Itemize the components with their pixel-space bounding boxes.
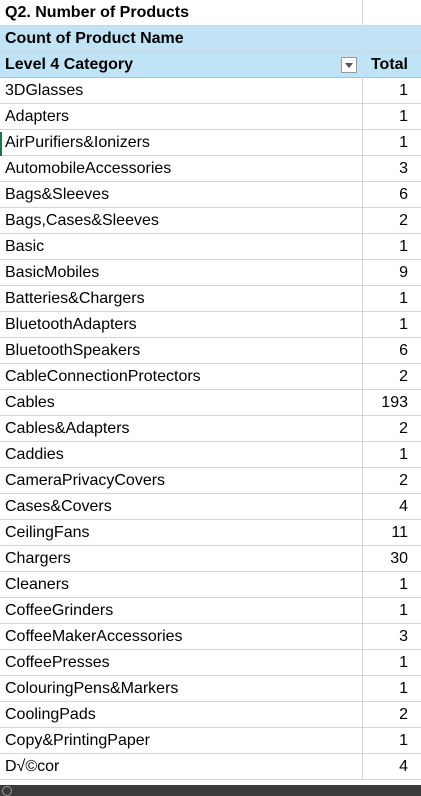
category-cell[interactable]: Cables <box>5 394 55 411</box>
pivot-value-header-row: Count of Product Name <box>0 26 421 52</box>
table-row: ColouringPens&Markers 1 <box>0 676 421 702</box>
table-row: Cables 193 <box>0 390 421 416</box>
table-row: Cables&Adapters 2 <box>0 416 421 442</box>
table-row: Chargers 30 <box>0 546 421 572</box>
category-cell[interactable]: AirPurifiers&Ionizers <box>5 134 150 151</box>
total-cell[interactable]: 1 <box>362 442 412 468</box>
table-row: BluetoothAdapters 1 <box>0 312 421 338</box>
total-cell[interactable]: 1 <box>362 598 412 624</box>
table-row: Basic 1 <box>0 234 421 260</box>
total-cell[interactable]: 1 <box>362 572 412 598</box>
category-cell[interactable]: Batteries&Chargers <box>5 290 145 307</box>
total-cell[interactable]: 193 <box>362 390 412 416</box>
table-row: BasicMobiles 9 <box>0 260 421 286</box>
table-row: CoffeeGrinders 1 <box>0 598 421 624</box>
table-row: Caddies 1 <box>0 442 421 468</box>
empty-header-cell[interactable] <box>362 26 412 52</box>
total-cell[interactable]: 1 <box>362 676 412 702</box>
sheet-title[interactable]: Q2. Number of Products <box>5 4 190 21</box>
category-cell[interactable]: CoolingPads <box>5 706 96 723</box>
scroll-handle-icon[interactable] <box>2 786 12 796</box>
category-cell[interactable]: CeilingFans <box>5 524 90 541</box>
total-cell[interactable]: 2 <box>362 364 412 390</box>
filter-dropdown-icon[interactable] <box>341 57 357 73</box>
total-cell[interactable]: 6 <box>362 338 412 364</box>
category-cell[interactable]: CoffeeGrinders <box>5 602 114 619</box>
total-cell[interactable]: 3 <box>362 624 412 650</box>
table-row: CoolingPads 2 <box>0 702 421 728</box>
table-row: D√©cor 4 <box>0 754 421 780</box>
category-cell[interactable]: ColouringPens&Markers <box>5 680 179 697</box>
total-cell[interactable]: 1 <box>362 104 412 130</box>
total-cell[interactable]: 2 <box>362 208 412 234</box>
category-cell[interactable]: Cases&Covers <box>5 498 112 515</box>
category-cell[interactable]: CoffeeMakerAccessories <box>5 628 183 645</box>
table-row: AutomobileAccessories 3 <box>0 156 421 182</box>
total-cell[interactable]: 1 <box>362 650 412 676</box>
table-row: CoffeePresses 1 <box>0 650 421 676</box>
category-cell[interactable]: BluetoothSpeakers <box>5 342 141 359</box>
table-row: Bags&Sleeves 6 <box>0 182 421 208</box>
category-cell[interactable]: Chargers <box>5 550 71 567</box>
horizontal-scrollbar[interactable] <box>0 785 421 796</box>
table-row: AirPurifiers&Ionizers 1 <box>0 130 421 156</box>
pivot-sheet: Q2. Number of Products Count of Product … <box>0 0 421 780</box>
table-row: CeilingFans 11 <box>0 520 421 546</box>
table-row: Copy&PrintingPaper 1 <box>0 728 421 754</box>
selection-indicator <box>0 132 2 156</box>
category-cell[interactable]: BluetoothAdapters <box>5 316 137 333</box>
total-cell[interactable]: 2 <box>362 416 412 442</box>
category-cell[interactable]: CoffeePresses <box>5 654 110 671</box>
pivot-value-header[interactable]: Count of Product Name <box>5 30 184 47</box>
category-cell[interactable]: Cables&Adapters <box>5 420 130 437</box>
category-cell[interactable]: Copy&PrintingPaper <box>5 732 150 749</box>
total-cell[interactable]: 11 <box>362 520 412 546</box>
category-cell[interactable]: Bags,Cases&Sleeves <box>5 212 159 229</box>
table-row: CableConnectionProtectors 2 <box>0 364 421 390</box>
category-cell[interactable]: CableConnectionProtectors <box>5 368 201 385</box>
pivot-rows: 3DGlasses 1 Adapters 1 AirPurifiers&Ionizers… <box>0 78 421 780</box>
table-row: Cases&Covers 4 <box>0 494 421 520</box>
empty-cell[interactable] <box>362 0 412 26</box>
total-cell[interactable]: 4 <box>362 494 412 520</box>
category-cell[interactable]: Adapters <box>5 108 70 125</box>
table-row: CoffeeMakerAccessories 3 <box>0 624 421 650</box>
total-cell[interactable]: 6 <box>362 182 412 208</box>
category-cell[interactable]: Cleaners <box>5 576 70 593</box>
category-cell[interactable]: D√©cor <box>5 758 60 775</box>
total-cell[interactable]: 2 <box>362 468 412 494</box>
table-row: CameraPrivacyCovers 2 <box>0 468 421 494</box>
category-cell[interactable]: Basic <box>5 238 45 255</box>
total-cell[interactable]: 1 <box>362 728 412 754</box>
total-cell[interactable]: 9 <box>362 260 412 286</box>
pivot-column-header-row: Level 4 Category Total <box>0 52 421 78</box>
row-labels-header[interactable]: Level 4 Category <box>5 56 134 73</box>
total-cell[interactable]: 1 <box>362 312 412 338</box>
table-row: BluetoothSpeakers 6 <box>0 338 421 364</box>
total-cell[interactable]: 1 <box>362 234 412 260</box>
total-cell[interactable]: 1 <box>362 286 412 312</box>
category-cell[interactable]: Caddies <box>5 446 64 463</box>
table-row: Adapters 1 <box>0 104 421 130</box>
category-cell[interactable]: BasicMobiles <box>5 264 100 281</box>
total-cell[interactable]: 4 <box>362 754 412 780</box>
total-cell[interactable]: 1 <box>362 130 412 156</box>
total-cell[interactable]: 2 <box>362 702 412 728</box>
total-cell[interactable]: 1 <box>362 78 412 104</box>
category-cell[interactable]: CameraPrivacyCovers <box>5 472 166 489</box>
total-header[interactable]: Total <box>362 52 412 78</box>
total-cell[interactable]: 30 <box>362 546 412 572</box>
table-row: 3DGlasses 1 <box>0 78 421 104</box>
table-row: Bags,Cases&Sleeves 2 <box>0 208 421 234</box>
table-row: Batteries&Chargers 1 <box>0 286 421 312</box>
total-cell[interactable]: 3 <box>362 156 412 182</box>
category-cell[interactable]: AutomobileAccessories <box>5 160 172 177</box>
title-row: Q2. Number of Products <box>0 0 421 26</box>
category-cell[interactable]: 3DGlasses <box>5 82 84 99</box>
category-cell[interactable]: Bags&Sleeves <box>5 186 110 203</box>
table-row: Cleaners 1 <box>0 572 421 598</box>
